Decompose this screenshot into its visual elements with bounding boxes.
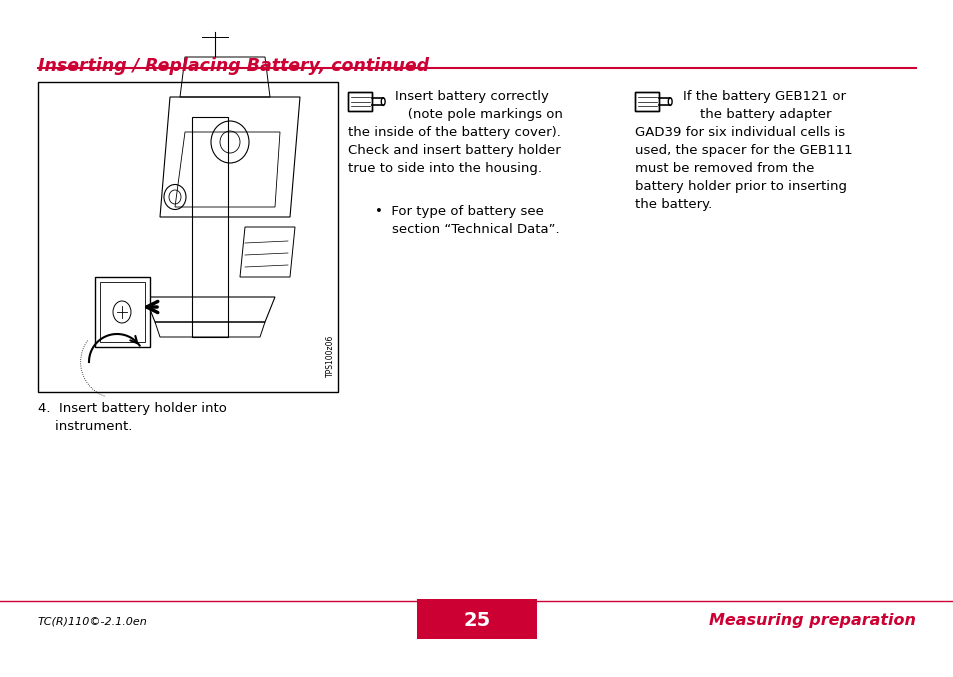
Bar <box>635 92 659 111</box>
Bar <box>100 282 145 342</box>
Bar <box>635 92 659 111</box>
Bar <box>95 277 150 347</box>
Text: GAD39 for six individual cells is
used, the spacer for the GEB111
must be remove: GAD39 for six individual cells is used, … <box>635 126 852 211</box>
Text: Inserting / Replacing Battery, continued: Inserting / Replacing Battery, continued <box>38 57 429 75</box>
Text: the battery adapter: the battery adapter <box>682 108 831 121</box>
Bar <box>348 92 372 111</box>
Text: Measuring preparation: Measuring preparation <box>708 613 915 628</box>
Bar <box>348 92 372 111</box>
Text: TC(R)110©-2.1.0en: TC(R)110©-2.1.0en <box>38 616 148 626</box>
Text: •  For type of battery see
    section “Technical Data”.: • For type of battery see section “Techn… <box>375 205 559 236</box>
Text: If the battery GEB121 or: If the battery GEB121 or <box>682 90 845 103</box>
Text: TPS100z06: TPS100z06 <box>325 334 335 377</box>
Text: the inside of the battery cover).
Check and insert battery holder
true to side i: the inside of the battery cover). Check … <box>348 126 560 175</box>
Text: 4.  Insert battery holder into
    instrument.: 4. Insert battery holder into instrument… <box>38 402 227 433</box>
Text: Insert battery correctly: Insert battery correctly <box>395 90 548 103</box>
Text: 25: 25 <box>463 611 490 630</box>
Text: (note pole markings on: (note pole markings on <box>395 108 562 121</box>
Bar <box>416 599 537 639</box>
Bar <box>38 82 337 392</box>
